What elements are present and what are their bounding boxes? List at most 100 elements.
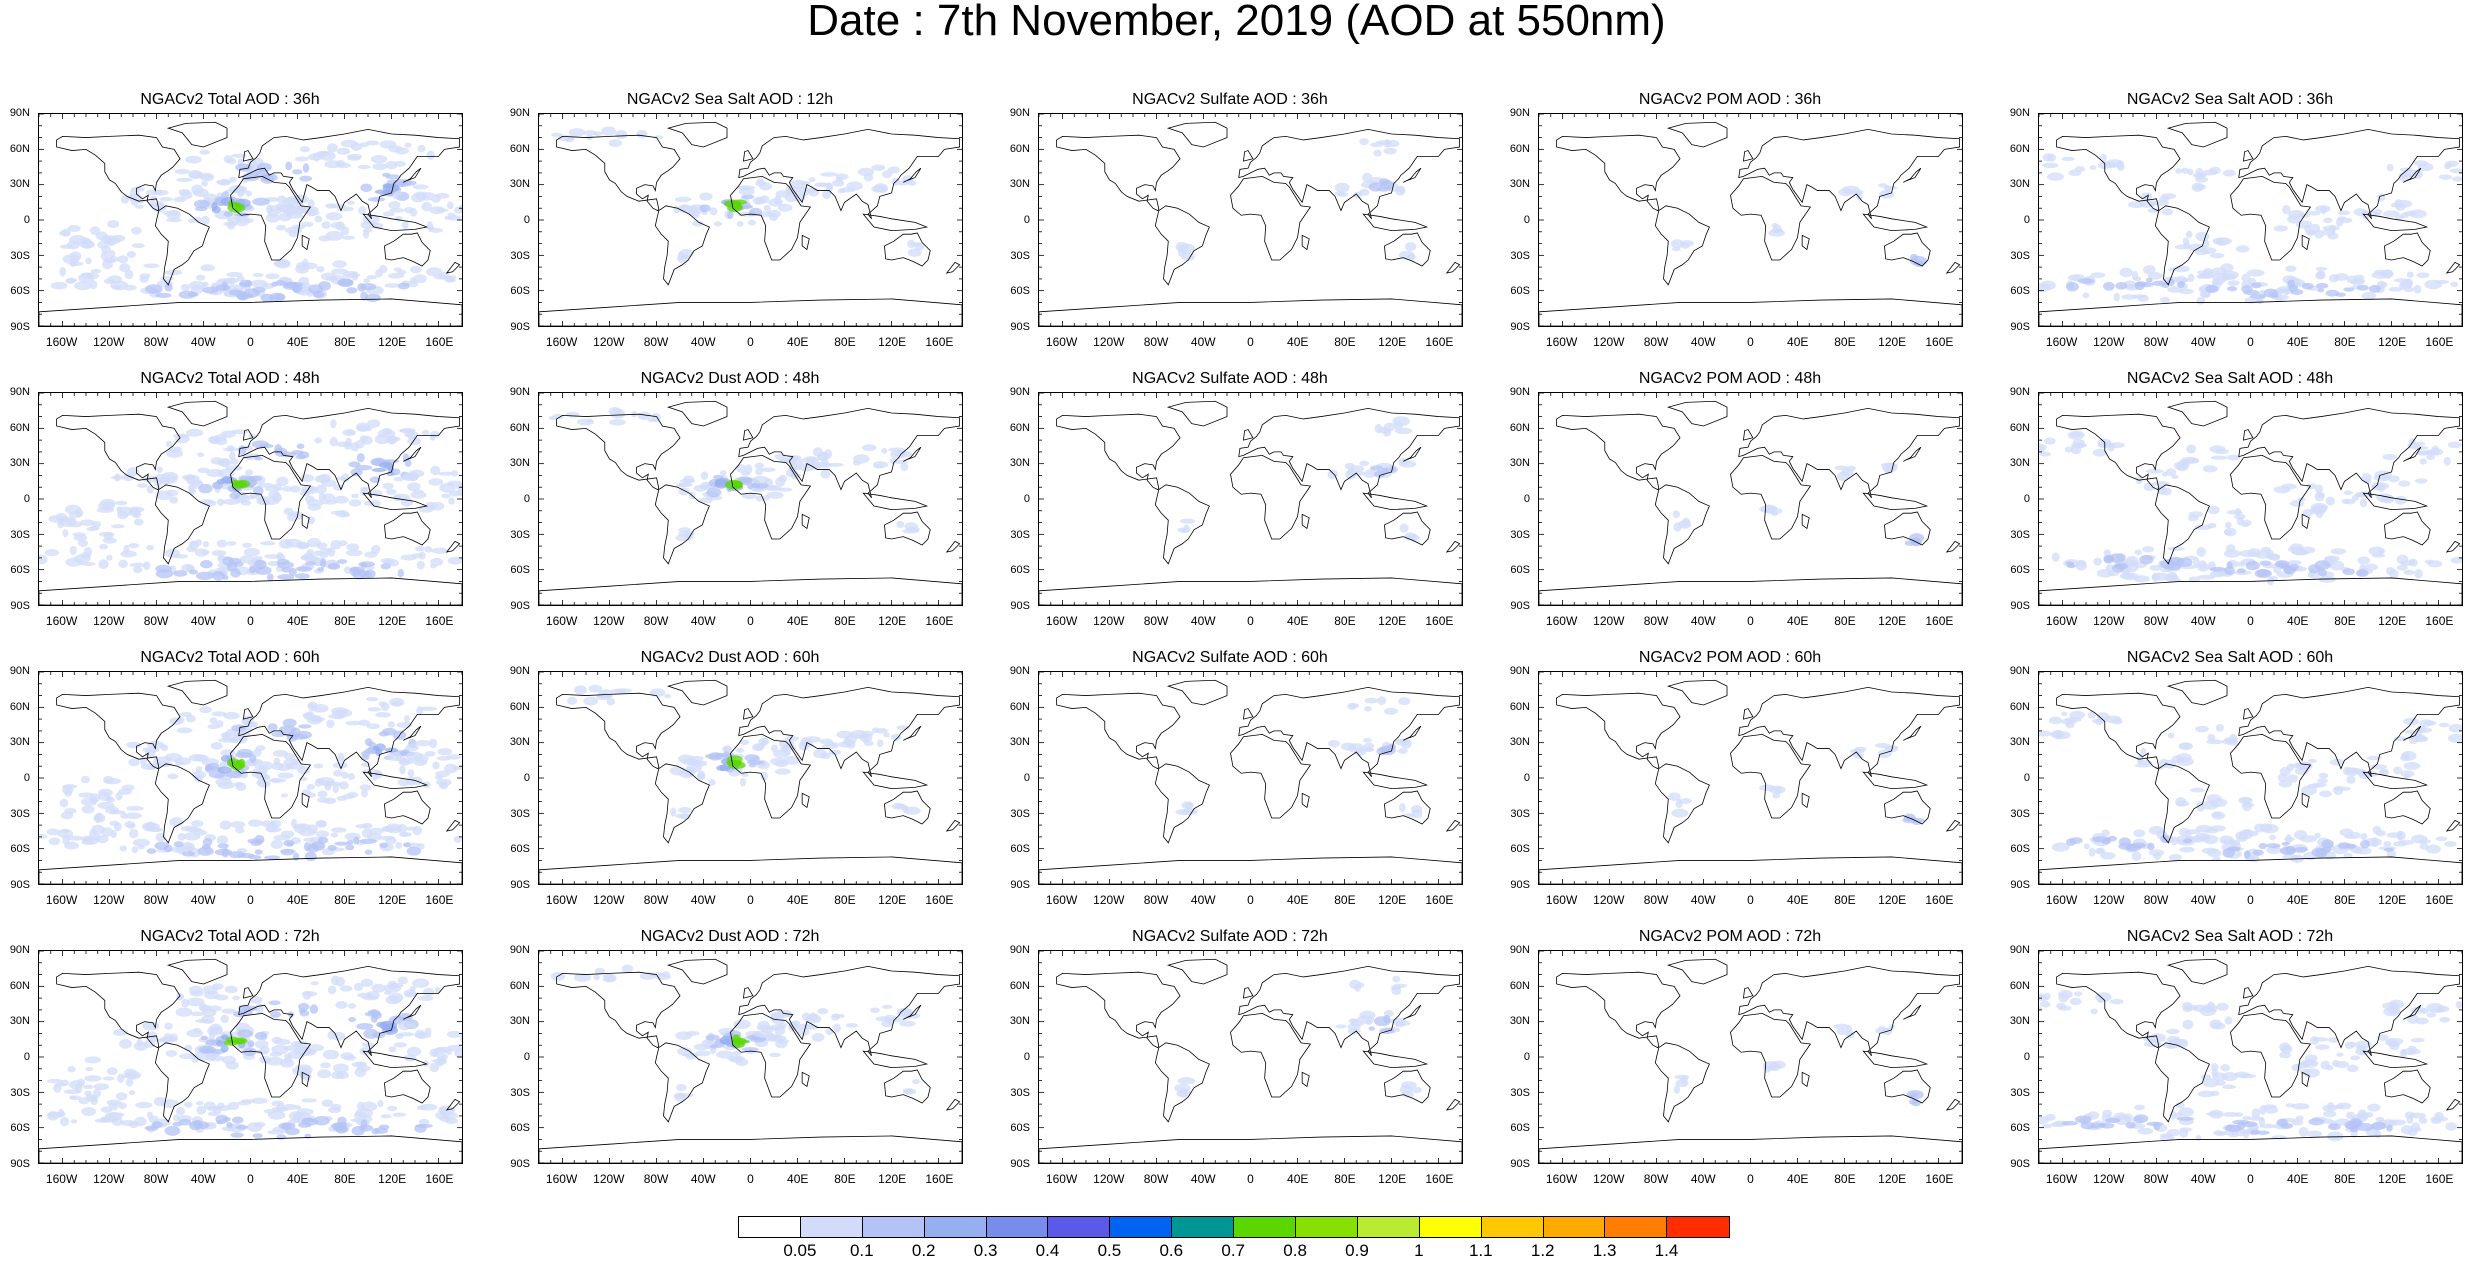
aerosol-patch: [2225, 522, 2232, 529]
aerosol-patch: [226, 1122, 233, 1128]
longitude-label: 160W: [42, 614, 82, 628]
aerosol-patch: [2340, 218, 2352, 223]
aerosol-patch: [415, 740, 433, 746]
aerosol-patch: [911, 242, 921, 247]
aerosol-patch: [771, 745, 778, 753]
coastline: [2302, 793, 2309, 807]
longitude-label: 120W: [2089, 893, 2129, 907]
aerosol-patch: [176, 1007, 193, 1016]
aerosol-patch: [182, 851, 195, 857]
aerosol-patch: [301, 1098, 317, 1102]
aerosol-patch: [636, 130, 647, 138]
longitude-label: 40W: [683, 614, 723, 628]
aerosol-patch: [683, 475, 694, 483]
longitude-label: 40W: [183, 614, 223, 628]
aerosol-patch: [897, 181, 909, 186]
latitude-label: 30N: [996, 178, 1030, 190]
aerosol-patch: [2394, 199, 2401, 208]
aerosol-patch: [1769, 786, 1786, 794]
longitude-label: 120E: [1872, 893, 1912, 907]
latitude-label: 60N: [496, 701, 530, 713]
aerosol-patch: [589, 685, 603, 693]
aerosol-patch: [2205, 285, 2218, 293]
aerosol-patch: [2316, 267, 2328, 271]
longitude-label: 160E: [919, 893, 959, 907]
longitude-label: 160E: [419, 614, 459, 628]
aerosol-patch: [2084, 843, 2090, 849]
aerosol-patch: [143, 263, 159, 268]
aerosol-patch: [2160, 297, 2170, 303]
aerosol-patch: [428, 478, 443, 485]
longitude-label: 80W: [2136, 893, 2176, 907]
aerosol-patch: [266, 204, 272, 214]
aerosol-patch: [59, 267, 66, 277]
latitude-label: 30S: [0, 250, 30, 262]
aerosol-patch: [846, 181, 863, 190]
aerosol-patch: [201, 181, 208, 186]
longitude-label: 120W: [2089, 614, 2129, 628]
map-frame: [1538, 113, 1963, 327]
aerosol-patch: [861, 731, 874, 737]
aerosol-patch: [430, 434, 436, 441]
aerosol-patch: [342, 429, 356, 436]
aerosol-patch: [2217, 237, 2232, 244]
aerosol-patch: [268, 723, 278, 732]
aerosol-patch: [361, 979, 374, 987]
aerosol-patch: [237, 1029, 253, 1037]
aerosol-patch: [2379, 282, 2387, 287]
aerosol-patch: [154, 190, 169, 196]
aerosol-patch: [2384, 848, 2394, 852]
aerosol-patch: [345, 721, 361, 726]
aerosol-patch: [358, 165, 371, 169]
aerosol-patch: [348, 1017, 356, 1022]
aerosol-patch: [2401, 173, 2413, 177]
aerosol-patch: [397, 270, 406, 275]
aerosol-patch: [871, 186, 884, 193]
aerosol-patch: [2407, 272, 2414, 278]
aerosol-patch: [187, 474, 194, 481]
aerosol-patch: [175, 434, 190, 443]
aerosol-patch: [388, 721, 395, 727]
aerosol-patch: [260, 541, 275, 545]
aerosol-patch: [647, 418, 656, 422]
coastline: [1243, 709, 1252, 720]
latitude-label: 60N: [0, 143, 30, 155]
aerosol-patch: [2216, 724, 2224, 732]
aerosol-patch: [2324, 555, 2339, 561]
aerosol-patch: [242, 543, 252, 548]
aerosol-patch: [189, 754, 206, 761]
aerosol-patch: [2285, 266, 2296, 272]
aerosol-patch: [255, 566, 272, 575]
coastline: [802, 235, 809, 249]
aerosol-patch: [255, 849, 263, 854]
aerosol-patch: [1395, 428, 1413, 434]
longitude-label: 80E: [825, 614, 865, 628]
aerosol-patch: [2082, 293, 2089, 299]
aerosol-patch: [196, 275, 206, 281]
coastline: [302, 235, 309, 249]
coastline: [1230, 734, 1310, 818]
aerosol-patch: [189, 986, 202, 995]
aerosol-patch: [255, 1040, 269, 1049]
aerosol-patch: [407, 482, 421, 491]
longitude-label: 80E: [325, 335, 365, 349]
map-frame: [1038, 113, 1463, 327]
aerosol-patch: [838, 742, 852, 748]
aerosol-patch: [2424, 720, 2436, 725]
aerosol-patch: [2248, 831, 2259, 836]
aerosol-patch: [203, 541, 209, 547]
aerosol-patch: [274, 260, 290, 267]
aerosol-patch: [139, 273, 150, 278]
aerosol-patch: [177, 993, 184, 999]
aerosol-patch: [316, 266, 324, 272]
map-canvas: [39, 393, 462, 605]
map-canvas: [2039, 393, 2462, 605]
coastline: [1557, 135, 1680, 210]
aerosol-patch: [117, 511, 128, 520]
aerosol-patch: [62, 529, 68, 537]
aerosol-patch: [611, 409, 626, 419]
aerosol-patch: [387, 1106, 397, 1112]
aerosol-patch: [761, 772, 768, 781]
